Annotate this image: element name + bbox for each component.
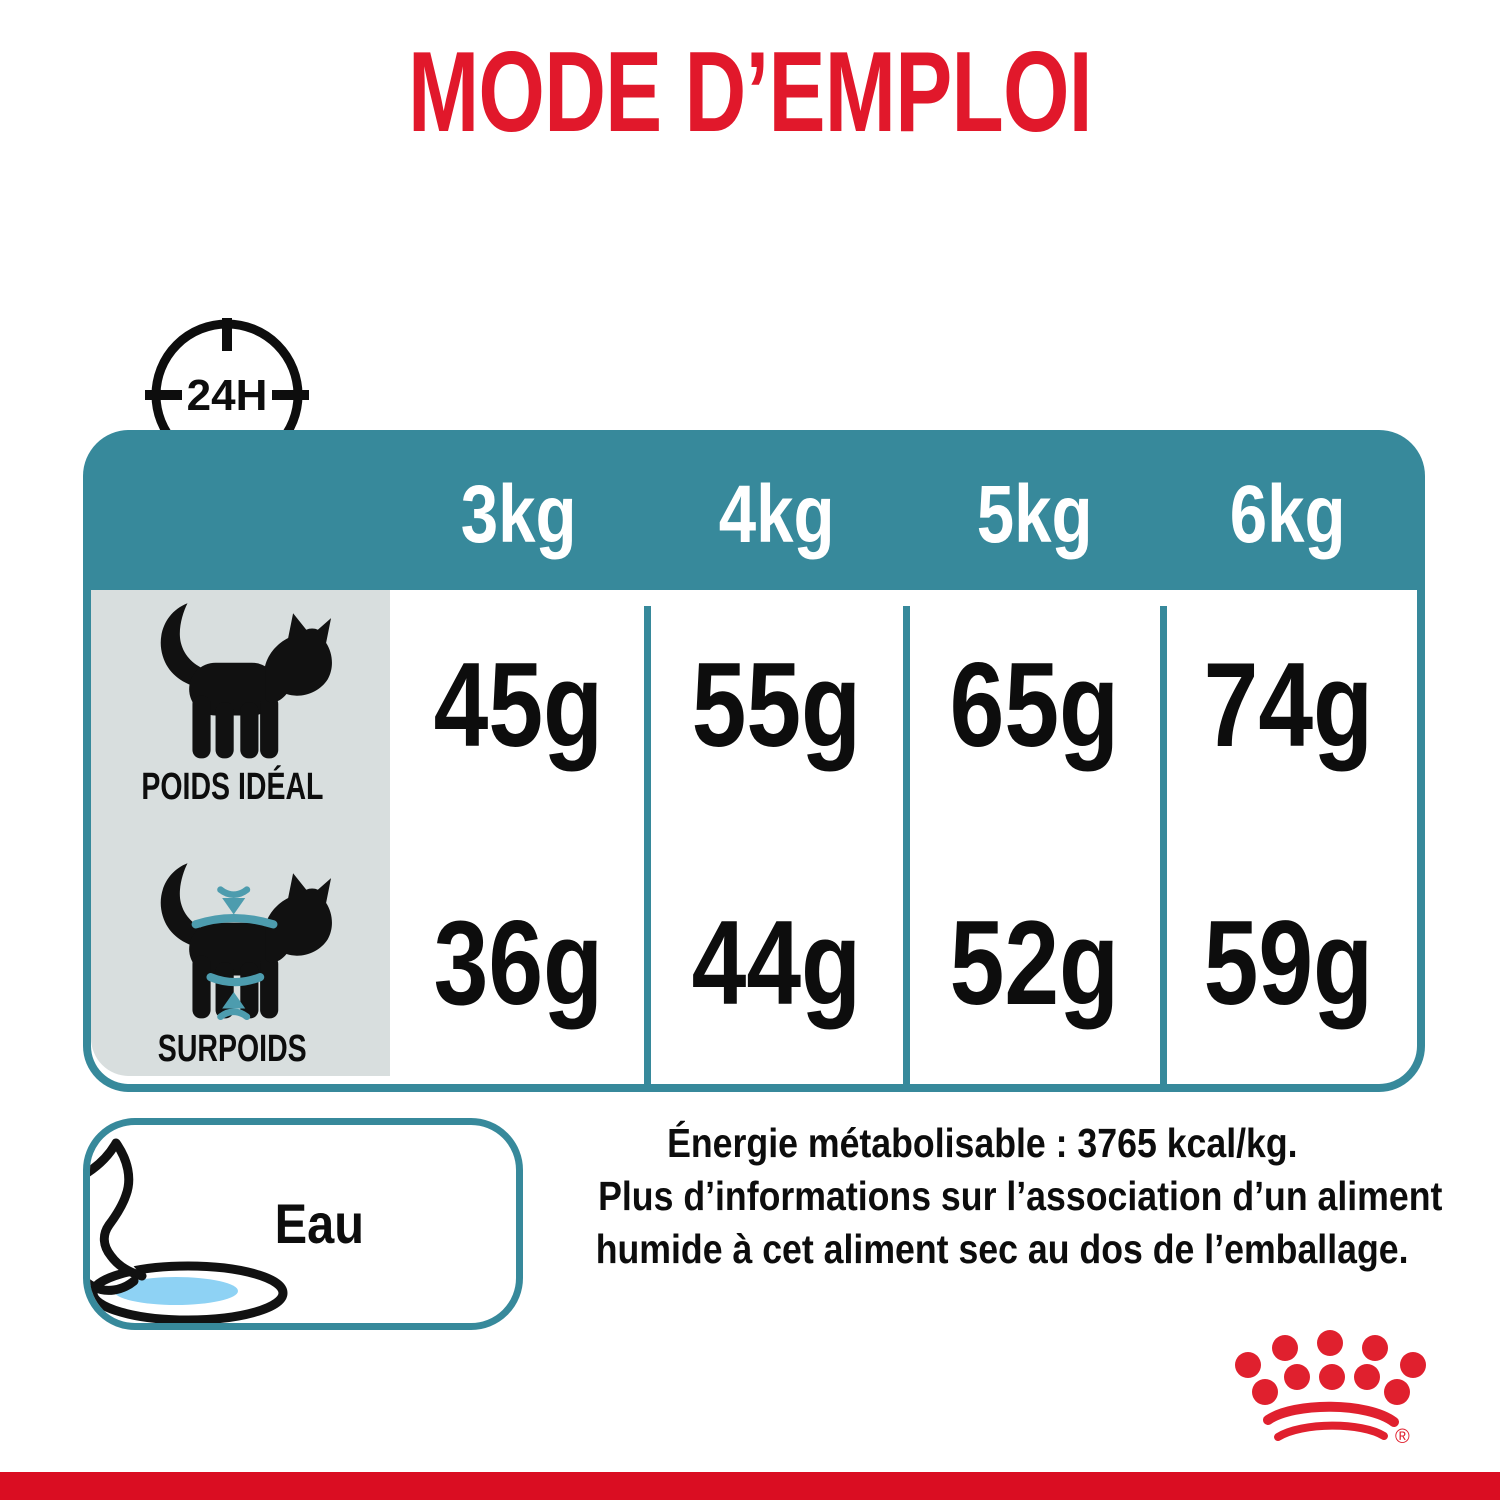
footer-red-bar (0, 1472, 1500, 1500)
info-line-2: Plus d’informations sur l’association d’… (598, 1173, 1443, 1219)
ration-overweight-3kg: 36g (433, 896, 604, 1030)
ration-overweight-6kg: 59g (1203, 896, 1373, 1030)
ideal-weight-cat-icon (160, 603, 332, 759)
ration-overweight-4kg: 44g (691, 896, 862, 1030)
ration-ideal-3kg: 45g (433, 638, 604, 772)
info-line-1: Énergie métabolisable : 3765 kcal/kg. (667, 1120, 1298, 1166)
clock-24h-label: 24H (187, 371, 268, 420)
feeding-table: 3kg 4kg 5kg 6kg POIDS IDÉAL (83, 430, 1425, 1092)
column-divider (903, 606, 910, 1084)
water-callout: Eau (83, 1118, 523, 1330)
royal-canin-crown-logo: ® (1235, 1330, 1426, 1445)
column-header-4kg: 4kg (718, 469, 835, 560)
row-label-ideal-weight: POIDS IDÉAL (141, 766, 324, 808)
column-header-3kg: 3kg (460, 469, 577, 560)
column-divider (1160, 606, 1167, 1084)
column-header-6kg: 6kg (1230, 469, 1346, 560)
page-title-text: MODE D’EMPLOI (408, 29, 1093, 156)
page-title: MODE D’EMPLOI (0, 36, 1500, 150)
column-header-5kg: 5kg (976, 469, 1093, 560)
info-line-3: humide à cet aliment sec au dos de l’emb… (595, 1226, 1409, 1272)
ration-ideal-4kg: 55g (691, 638, 862, 772)
row-label-overweight: SURPOIDS (158, 1028, 307, 1070)
feeding-table-header: 3kg 4kg 5kg 6kg (83, 430, 1425, 590)
energy-info-text: Énergie métabolisable : 3765 kcal/kg. Pl… (535, 1117, 1443, 1276)
ration-ideal-5kg: 65g (949, 638, 1120, 772)
column-divider (644, 606, 651, 1084)
drinking-cat-icon (90, 1138, 288, 1323)
ration-ideal-6kg: 74g (1203, 638, 1373, 772)
ration-overweight-5kg: 52g (949, 896, 1120, 1030)
water-label: Eau (274, 1192, 365, 1255)
overweight-cat-icon (160, 863, 332, 1021)
registered-mark: ® (1395, 1426, 1410, 1445)
